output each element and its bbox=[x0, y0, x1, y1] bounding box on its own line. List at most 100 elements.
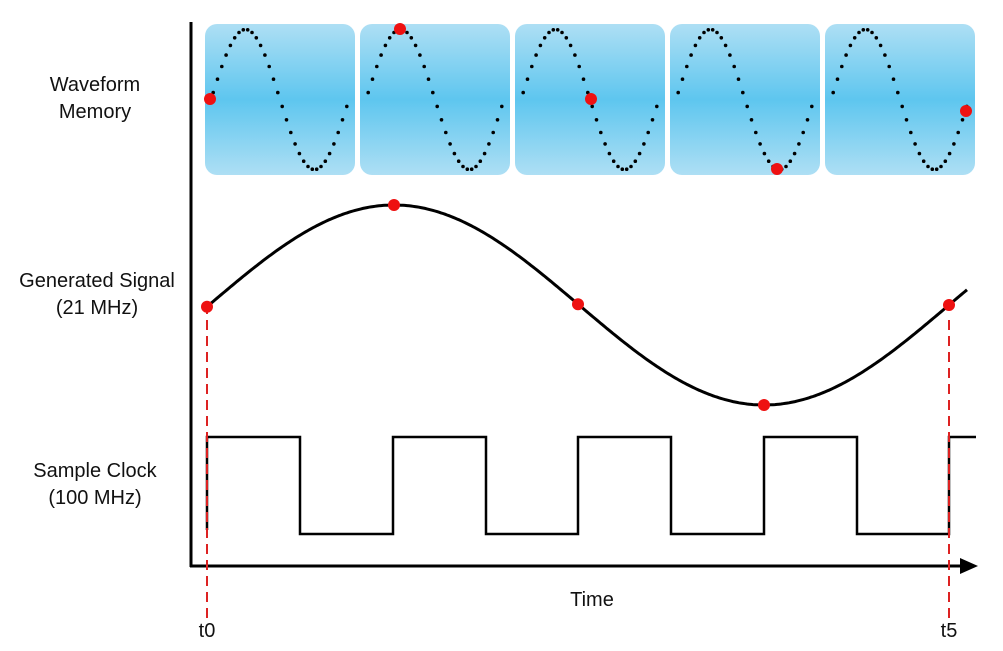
memory-wave-dot bbox=[904, 118, 909, 122]
memory-wave-dot bbox=[456, 159, 461, 163]
memory-wave-dot bbox=[215, 77, 220, 81]
memory-wave-dot bbox=[280, 104, 285, 109]
memory-wave-dot bbox=[693, 43, 698, 48]
memory-wave-dot bbox=[728, 53, 732, 57]
memory-sample-dot bbox=[394, 23, 406, 35]
t0-label: t0 bbox=[198, 620, 216, 642]
memory-wave-dot bbox=[293, 142, 297, 146]
time-axis-arrowhead bbox=[960, 558, 978, 574]
memory-wave-dot bbox=[345, 104, 349, 109]
memory-wave-dot bbox=[319, 164, 323, 169]
memory-wave-dot bbox=[650, 118, 655, 122]
memory-wave-dot bbox=[284, 118, 289, 122]
memory-wave-dot bbox=[852, 36, 857, 40]
memory-wave-dot bbox=[301, 159, 306, 163]
memory-wave-dot bbox=[297, 151, 302, 156]
memory-wave-dot bbox=[624, 167, 629, 171]
memory-wave-dot bbox=[883, 53, 887, 57]
memory-segment bbox=[205, 24, 355, 175]
memory-wave-dot bbox=[745, 104, 749, 109]
generated-sample-dot bbox=[572, 298, 584, 311]
memory-wave-dot bbox=[418, 53, 422, 57]
memory-wave-dot bbox=[835, 77, 840, 81]
memory-wave-dot bbox=[405, 30, 409, 35]
memory-wave-dot bbox=[564, 36, 569, 40]
memory-wave-dot bbox=[758, 142, 762, 146]
memory-wave-dot bbox=[469, 167, 474, 171]
memory-wave-dot bbox=[732, 64, 736, 69]
memory-wave-dot bbox=[431, 90, 435, 95]
memory-wave-dot bbox=[220, 64, 224, 69]
memory-wave-dot bbox=[327, 151, 332, 156]
memory-wave-dot bbox=[749, 118, 754, 122]
memory-wave-dot bbox=[573, 53, 577, 57]
memory-wave-dot bbox=[797, 142, 801, 146]
sample-clock-square-wave bbox=[205, 435, 976, 536]
time-axis-label: Time bbox=[570, 589, 614, 611]
memory-wave-dot bbox=[646, 130, 650, 135]
memory-wave-dot bbox=[409, 36, 414, 40]
memory-wave-dot bbox=[271, 77, 276, 81]
memory-wave-dot bbox=[702, 30, 706, 35]
memory-wave-dot bbox=[340, 118, 345, 122]
memory-wave-dot bbox=[525, 77, 530, 81]
memory-wave-dot bbox=[697, 36, 702, 40]
memory-wave-dot bbox=[921, 159, 926, 163]
memory-wave-dot bbox=[521, 90, 525, 95]
sample-points bbox=[201, 23, 972, 411]
memory-segment bbox=[825, 24, 975, 175]
memory-wave-dot bbox=[861, 28, 866, 32]
memory-wave-dot bbox=[538, 43, 543, 48]
memory-wave-dot bbox=[844, 53, 848, 57]
memory-wave-dot bbox=[332, 142, 336, 146]
generated-sample-dot bbox=[758, 399, 770, 411]
memory-wave-dot bbox=[900, 104, 904, 109]
memory-wave-dot bbox=[258, 43, 263, 48]
memory-wave-dot bbox=[387, 36, 392, 40]
waveform-memory-label: Waveform Memory bbox=[49, 74, 141, 123]
memory-wave-dot bbox=[913, 142, 917, 146]
memory-wave-dot bbox=[878, 43, 883, 48]
memory-wave-dot bbox=[551, 28, 556, 32]
memory-wave-dot bbox=[306, 164, 310, 169]
memory-wave-dot bbox=[560, 30, 564, 35]
memory-wave-dot bbox=[766, 159, 771, 163]
memory-wave-dot bbox=[487, 142, 491, 146]
memory-wave-dot bbox=[857, 30, 861, 35]
memory-wave-dot bbox=[448, 142, 452, 146]
memory-wave-dot bbox=[555, 28, 560, 32]
memory-sample-dot bbox=[204, 93, 216, 105]
memory-wave-dot bbox=[228, 43, 233, 48]
memory-wave-dot bbox=[685, 64, 689, 69]
memory-wave-dot bbox=[952, 142, 956, 146]
memory-wave-dot bbox=[224, 53, 228, 57]
memory-wave-dot bbox=[762, 151, 767, 156]
memory-wave-dot bbox=[909, 130, 913, 135]
memory-wave-dot bbox=[637, 151, 642, 156]
memory-wave-dot bbox=[594, 118, 599, 122]
t5-label: t5 bbox=[940, 620, 958, 642]
memory-wave-dot bbox=[323, 159, 328, 163]
memory-wave-dot bbox=[848, 43, 853, 48]
memory-wave-dot bbox=[267, 64, 272, 69]
memory-wave-dot bbox=[366, 90, 371, 95]
memory-wave-dot bbox=[896, 90, 900, 95]
memory-wave-dot bbox=[706, 28, 711, 32]
waveform-memory-dotted-waves bbox=[211, 28, 969, 171]
memory-wave-dot bbox=[491, 130, 496, 135]
memory-wave-dot bbox=[289, 130, 293, 135]
memory-wave-dot bbox=[263, 53, 267, 57]
memory-wave-dot bbox=[642, 142, 646, 146]
memory-wave-dot bbox=[530, 64, 534, 69]
memory-wave-dot bbox=[413, 43, 418, 48]
memory-wave-dot bbox=[276, 90, 280, 95]
memory-wave-dot bbox=[581, 77, 586, 81]
memory-wave-dot bbox=[620, 167, 625, 171]
memory-wave-dot bbox=[611, 159, 616, 163]
memory-wave-dot bbox=[495, 118, 500, 122]
memory-wave-dot bbox=[939, 164, 943, 169]
memory-wave-dot bbox=[370, 77, 375, 81]
memory-sample-dot bbox=[960, 105, 972, 117]
memory-wave-dot bbox=[870, 30, 874, 35]
